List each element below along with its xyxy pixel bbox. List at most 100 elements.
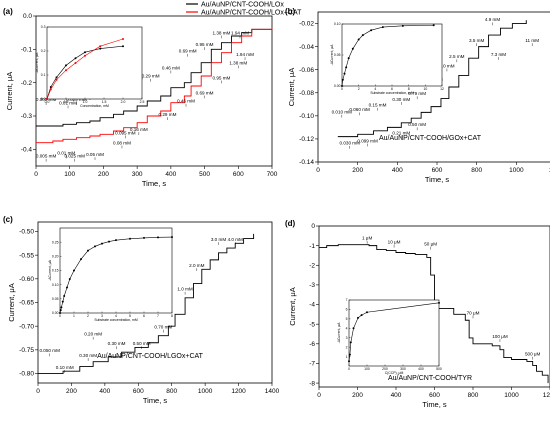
inset-data-point [347,57,350,60]
data-annotation: 0.15 mM [369,103,387,108]
x-tick-label: 600 [233,171,244,178]
data-annotation: 0.95 mM [212,75,230,80]
y-tick-label: -0.10 [299,113,314,120]
inset-data-point [65,64,67,67]
data-annotation: 0.69 mM [196,90,214,95]
inset-data-point [348,360,350,363]
panel-label: (c) [3,215,13,224]
x-axis-label: Time, s [425,175,450,184]
data-annotation: 0.010 mM [332,110,353,115]
data-annotation: 0.030 mM [340,141,361,146]
inset-data-point [357,316,359,319]
inset-data-point [74,62,77,64]
data-annotation: 70 μM [467,310,480,315]
inset-x-tick-label: 2 [87,314,89,318]
data-annotation: 0.50 mM [408,122,426,127]
y-axis-label: Current, μA [287,68,296,107]
data-annotation: 0.01 mM [57,150,75,155]
inset-data-point [343,72,346,75]
data-annotation: 0.20 mM [84,332,102,337]
inset-plot: 0 100 200 300 400 500 1 2 3 4 5 6 7 C(CCP), μM -ΔCurre… [337,298,442,375]
inset-data-point [349,341,352,344]
inset-plot: 0.0 0.5 1.0 1.5 2.0 2.5 0.0 0.1 0.2 0.3 Concentrat… [35,25,144,108]
y-tick-label: -0.1 [21,47,33,54]
inset-x-label: Substrate concentration, mM [370,91,414,95]
inset-data-point [60,306,63,309]
inset-x-tick-label: 0 [348,367,350,371]
panel-label: (d) [285,219,296,228]
panel-caption: Au/AuNP/CNT-COOH/TYR [388,375,472,382]
inset-x-tick-label: 0.5 [64,100,69,104]
inset-series-line [348,302,440,362]
inset-series-line [46,38,124,100]
inset-data-point [351,47,354,50]
y-tick-label: -0.60 [19,276,34,283]
inset-x-tick-label: 2.0 [121,100,126,104]
data-annotation: 1.94 mM [231,30,249,35]
inset-x-tick-label: 4 [115,314,117,318]
y-tick-label: -2 [309,262,315,269]
inset-frame [46,26,143,100]
x-tick-label: 100 [64,171,75,178]
y-tick-label: -0.02 [299,21,314,28]
x-tick-label: 300 [132,171,143,178]
inset-y-label: -ΔCurrent, μA [48,259,52,281]
inset-x-tick-label: 8 [171,314,173,318]
x-tick-label: 800 [468,392,479,399]
legend-entry: Au/AuNP/CNT-COOH/LOx+CAT [201,10,302,17]
data-annotation: 1.38 mM [229,60,247,65]
y-tick-label: -0.08 [299,90,314,97]
panel-b: (b) 0 200 400 600 800 1000 1200 -0.02 -0.04 -0.06 -… [285,7,550,184]
y-tick-label: -0.14 [299,159,314,166]
inset-x-tick-label: 0 [59,314,61,318]
inset-data-point [129,237,131,240]
x-tick-label: 200 [352,167,363,174]
inset-data-point [99,45,102,48]
x-tick-label: 600 [432,167,443,174]
inset-data-point [115,239,117,242]
inset-data-point [345,66,348,69]
data-annotation: 0.10 mM [56,365,74,370]
inset-y-tick-label: 0.05 [52,297,59,301]
x-tick-label: 600 [133,388,144,395]
x-tick-label: 1200 [549,167,550,174]
inset-data-point [63,295,66,297]
inset-x-tick-label: 6 [143,314,145,318]
data-annotation: 100 μM [492,334,508,339]
x-tick-label: 0 [316,167,320,174]
x-tick-label: 200 [66,388,77,395]
inset-x-tick-label: 0 [341,87,343,91]
inset-x-tick-label: 12 [440,87,444,91]
inset-data-point [55,78,58,81]
x-tick-label: 1200 [231,388,246,395]
y-tick-label: 0 [311,223,315,230]
y-tick-label: -0.3 [21,113,33,120]
y-tick-label: -0.55 [19,252,34,259]
series-line [319,244,549,384]
inset-plot: 0 1 2 3 4 5 6 7 8 0.00 0.05 0.10 0.15 0.20 0.25 Substra… [48,227,173,322]
inset-x-tick-label: 300 [400,367,406,371]
inset-data-point [49,88,52,91]
inset-y-label: -ΔCurrent, μA [35,52,39,74]
y-tick-label: -6 [309,341,315,348]
data-annotation: 1.0 mM [177,287,192,292]
data-annotation: 0.095 mM [115,130,136,135]
inset-y-tick-label: 4 [346,326,348,330]
inset-x-tick-label: 7 [157,314,159,318]
inset-data-point [381,26,384,29]
y-tick-label: -5 [309,321,315,328]
inset-frame [341,23,443,87]
inset-y-tick-label: 0.0 [41,97,46,101]
x-tick-label: 400 [99,388,110,395]
data-annotation: 0.025 mM [65,154,86,159]
panel-a: (a) 0 100 200 300 400 500 600 700 0.0 -0.1 -0.2 -0.3… [3,2,302,189]
y-tick-label: -3 [309,282,315,289]
data-annotation: 0.70 mM [154,325,172,330]
x-axis-label: Time, s [143,396,168,405]
y-tick-label: -0.2 [21,80,33,87]
inset-y-tick-label: 0.25 [52,240,59,244]
inset-data-point [357,38,360,41]
inset-data-point [122,45,124,48]
inset-series-line [46,45,124,100]
